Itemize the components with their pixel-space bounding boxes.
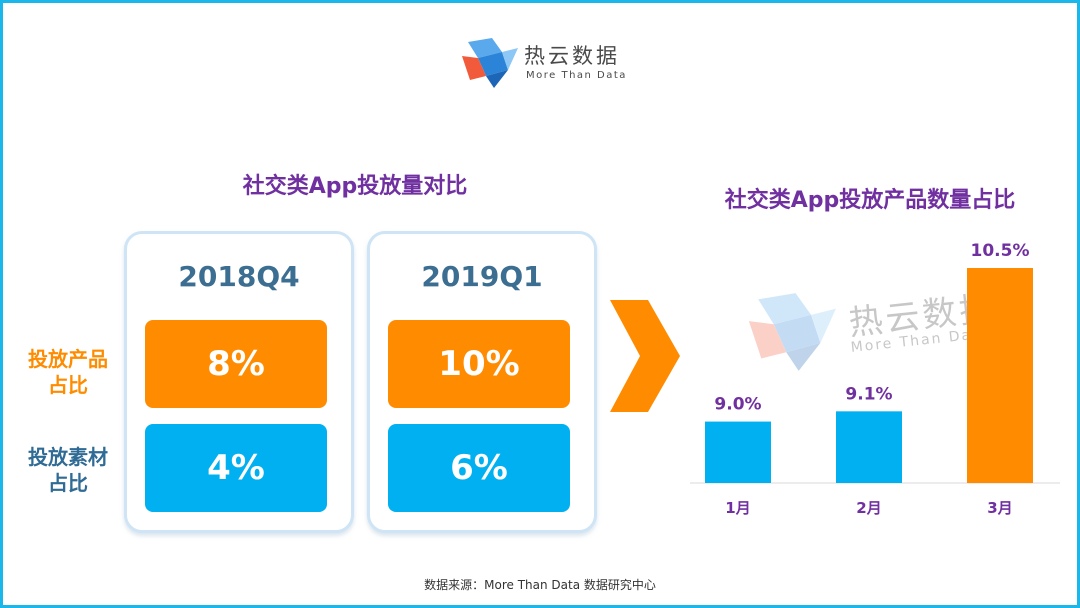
bar-2: [836, 411, 902, 483]
product-share-value: 8%: [145, 320, 327, 408]
row-label-line: 占比: [48, 471, 88, 495]
material-share-value: 4%: [145, 424, 327, 512]
bar-value-label: 10.5%: [971, 241, 1030, 261]
left-panel-title: 社交类App投放量对比: [242, 174, 468, 199]
bar-1: [705, 421, 771, 483]
row-label-line: 投放素材: [28, 445, 108, 469]
product-share-value: 10%: [388, 320, 570, 408]
watermark-logo-icon: [748, 293, 836, 371]
period-card-2019q1: 2019Q1 10% 6%: [367, 231, 597, 533]
period-card-2018q4: 2018Q4 8% 4%: [124, 231, 354, 533]
x-tick-label: 1月: [725, 499, 750, 517]
logo-mark-icon: [462, 38, 518, 88]
data-source-note: 数据来源：More Than Data 数据研究中心: [424, 578, 656, 592]
right-panel-title: 社交类App投放产品数量占比: [724, 188, 1016, 213]
logo-subtitle: More Than Data: [526, 70, 627, 81]
period-label: 2019Q1: [421, 260, 543, 293]
bar-chart: 9.0% 1月 9.1% 2月 10.5% 3月: [690, 241, 1060, 517]
x-tick-label: 2月: [856, 499, 881, 517]
row-label-line: 占比: [48, 373, 88, 397]
period-label: 2018Q4: [178, 260, 300, 293]
bar-value-label: 9.0%: [714, 395, 761, 415]
row-label-material-share: 投放素材 占比: [16, 444, 120, 496]
logo-title: 热云数据: [524, 44, 620, 68]
x-tick-label: 3月: [987, 499, 1012, 517]
material-share-value: 6%: [388, 424, 570, 512]
row-label-line: 投放产品: [28, 347, 108, 371]
bar-3: [967, 268, 1033, 483]
bar-value-label: 9.1%: [845, 384, 892, 404]
chevron-right-arrow-icon: [610, 300, 680, 412]
logo: 热云数据 More Than Data: [462, 36, 632, 90]
row-label-product-share: 投放产品 占比: [16, 346, 120, 398]
